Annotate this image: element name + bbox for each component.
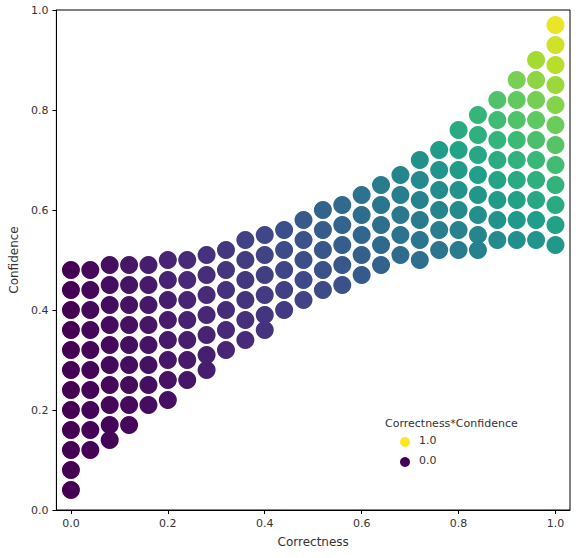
svg-text:Correctness: Correctness: [278, 535, 349, 549]
svg-text:Correctness*Confidence: Correctness*Confidence: [385, 417, 518, 430]
svg-text:Confidence: Confidence: [7, 226, 21, 293]
svg-text:0.6: 0.6: [353, 517, 371, 530]
svg-text:0.0: 0.0: [62, 517, 80, 530]
svg-text:0.8: 0.8: [31, 104, 49, 117]
svg-text:0.4: 0.4: [256, 517, 274, 530]
svg-text:0.6: 0.6: [31, 204, 49, 217]
svg-text:1.0: 1.0: [547, 517, 565, 530]
svg-text:1.0: 1.0: [31, 4, 49, 17]
svg-text:1.0: 1.0: [419, 434, 437, 447]
svg-text:0.8: 0.8: [450, 517, 468, 530]
svg-text:0.0: 0.0: [419, 454, 437, 467]
svg-text:0.4: 0.4: [31, 304, 49, 317]
svg-text:0.2: 0.2: [159, 517, 177, 530]
svg-text:0.0: 0.0: [31, 504, 49, 517]
svg-text:0.2: 0.2: [31, 404, 49, 417]
